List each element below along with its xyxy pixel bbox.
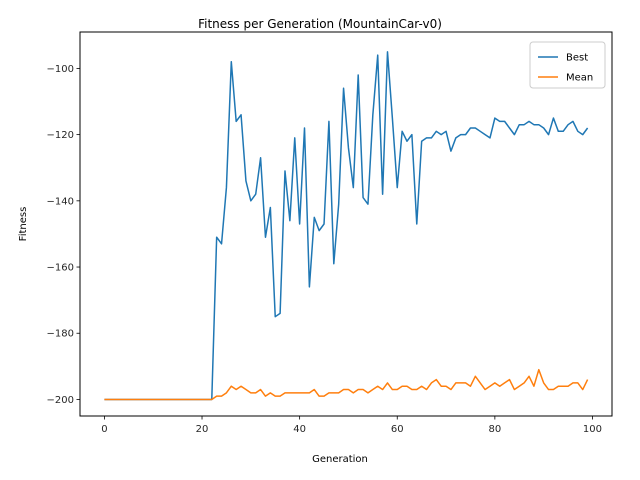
x-tick-label: 40 [293,424,306,435]
series-line-mean [104,368,589,401]
x-tick-label: 100 [583,424,602,435]
x-tick-label: 80 [488,424,501,435]
x-axis: 0 20 40 60 80 100 [101,416,602,435]
legend-label-mean: Mean [566,73,593,84]
y-tick-label: −120 [47,130,74,141]
y-axis-title: Fitness [18,207,29,242]
y-axis: −200 −180 −160 −140 −120 −100 [47,64,80,406]
x-axis-title: Generation [312,454,368,465]
y-tick-label: −200 [47,395,74,406]
legend-label-best: Best [566,53,588,64]
y-tick-label: −160 [47,263,74,274]
axes-frame [79,31,613,417]
y-tick-label: −100 [47,64,74,75]
y-tick-label: −140 [47,196,74,207]
x-tick-label: 60 [391,424,404,435]
legend: Best Mean [529,41,606,89]
y-tick-label: −180 [47,329,74,340]
chart-title: Fitness per Generation (MountainCar-v0) [198,17,442,31]
plot-area [104,51,589,401]
x-tick-label: 0 [101,424,107,435]
x-tick-label: 20 [196,424,209,435]
